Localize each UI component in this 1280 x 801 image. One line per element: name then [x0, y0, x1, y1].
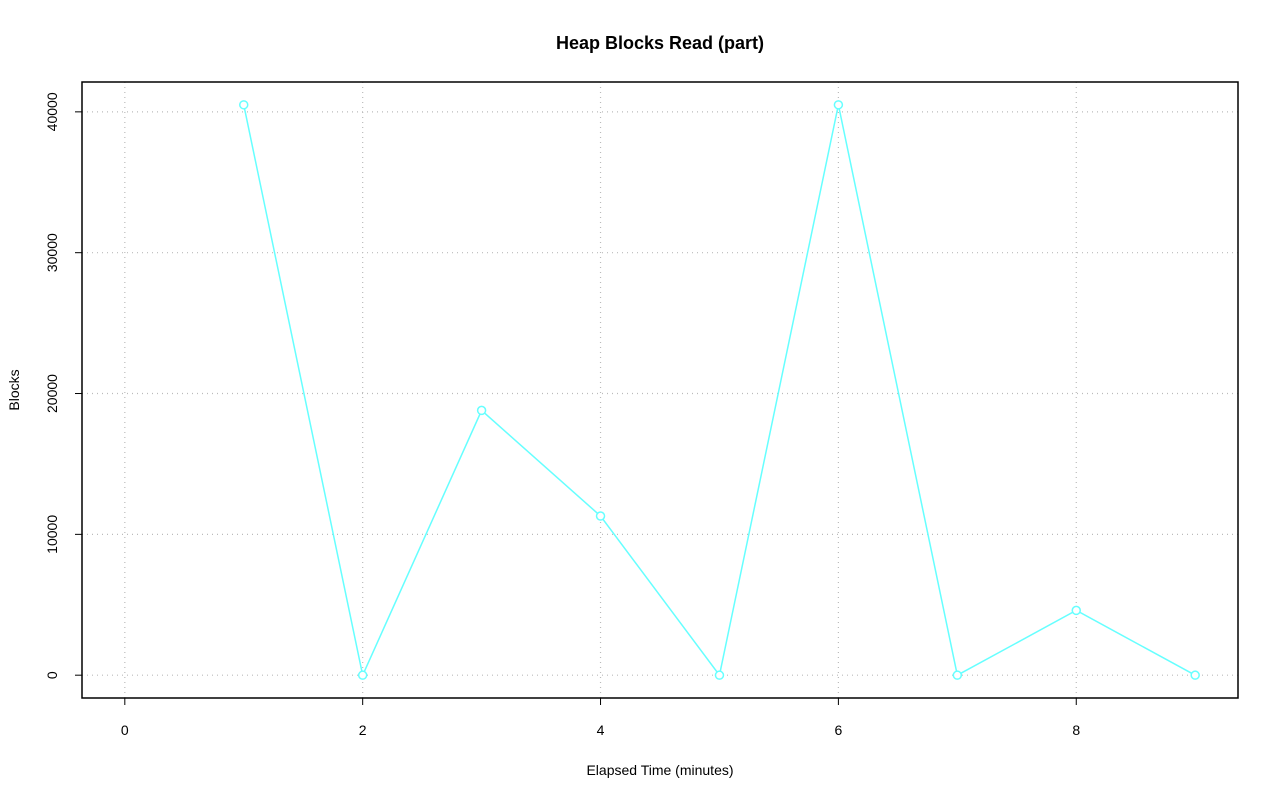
x-tick-label: 0: [121, 722, 129, 738]
data-point: [476, 405, 487, 416]
data-point: [238, 100, 249, 110]
y-tick-label: 40000: [44, 92, 60, 131]
x-tick-label: 2: [359, 722, 367, 738]
data-point: [1071, 605, 1082, 616]
chart-title: Heap Blocks Read (part): [556, 33, 764, 53]
plot-frame: [81, 81, 1239, 699]
data-point: [714, 670, 725, 680]
data-point: [595, 511, 606, 521]
x-axis-label: Elapsed Time (minutes): [586, 762, 733, 778]
data-point: [357, 670, 368, 680]
y-tick-label: 20000: [44, 374, 60, 413]
y-tick-label: 30000: [44, 233, 60, 272]
y-axis-label: Blocks: [6, 369, 22, 410]
data-line: [243, 104, 1196, 678]
x-tick-label: 4: [597, 722, 605, 738]
x-tick-label: 8: [1072, 722, 1080, 738]
y-tick-label: 0: [44, 671, 60, 679]
data-point: [952, 670, 963, 680]
data-point: [1190, 670, 1200, 680]
data-point: [833, 100, 844, 110]
y-tick-label: 10000: [44, 515, 60, 554]
x-tick-label: 6: [834, 722, 842, 738]
